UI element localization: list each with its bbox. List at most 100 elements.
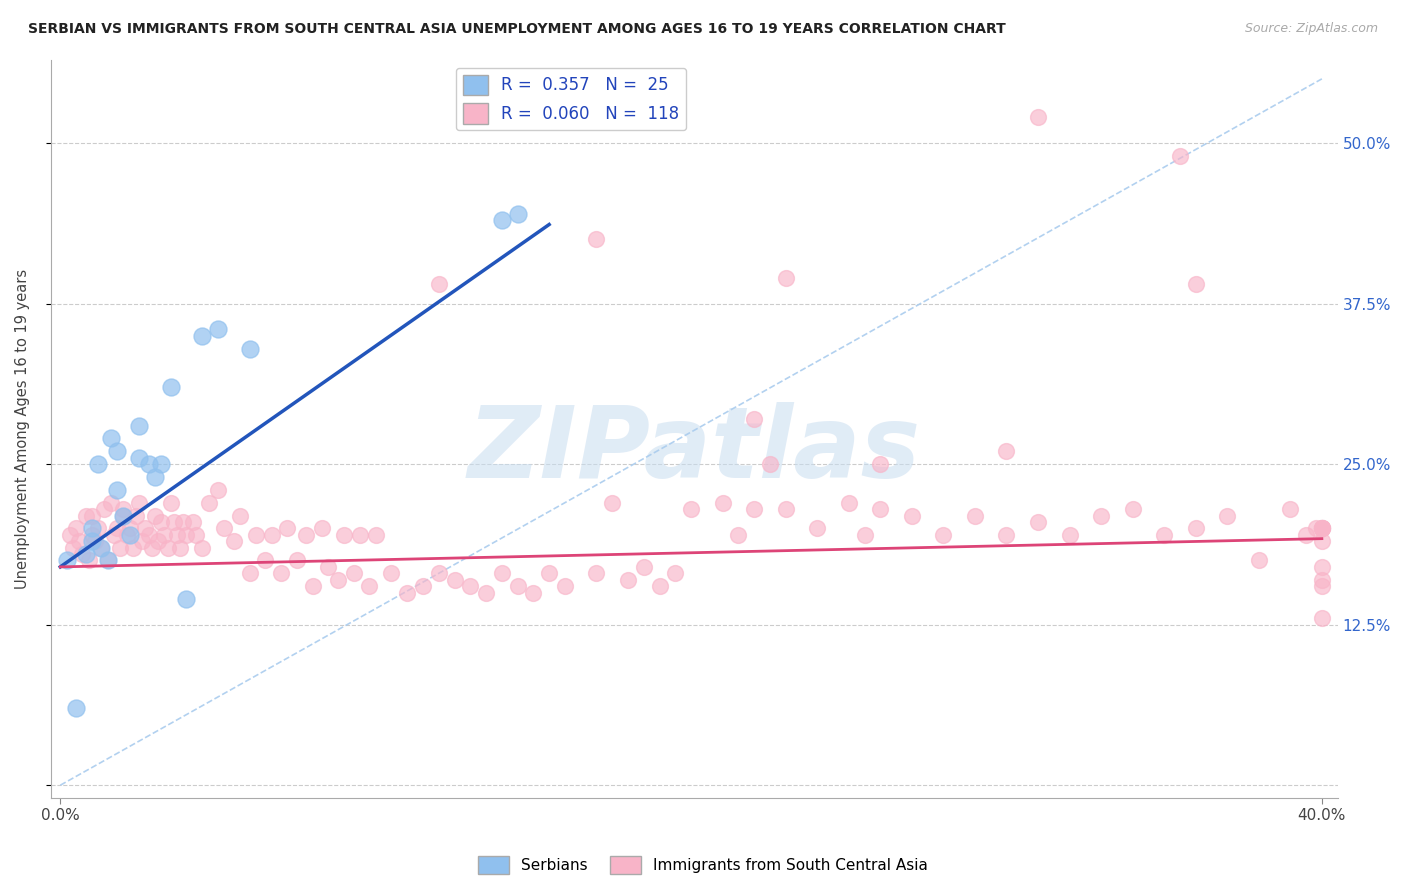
Point bbox=[443, 573, 465, 587]
Point bbox=[742, 412, 765, 426]
Point bbox=[105, 521, 128, 535]
Point bbox=[163, 515, 186, 529]
Point bbox=[285, 553, 308, 567]
Legend: Serbians, Immigrants from South Central Asia: Serbians, Immigrants from South Central … bbox=[472, 850, 934, 880]
Point bbox=[775, 502, 797, 516]
Point bbox=[153, 528, 176, 542]
Point bbox=[80, 534, 103, 549]
Point bbox=[617, 573, 640, 587]
Point bbox=[585, 566, 607, 581]
Point bbox=[1310, 579, 1333, 593]
Point bbox=[100, 496, 122, 510]
Point bbox=[84, 534, 107, 549]
Point bbox=[1122, 502, 1144, 516]
Point bbox=[458, 579, 481, 593]
Point bbox=[191, 541, 214, 555]
Point bbox=[166, 528, 188, 542]
Point bbox=[176, 528, 198, 542]
Point bbox=[100, 432, 122, 446]
Point bbox=[115, 528, 138, 542]
Point bbox=[995, 528, 1018, 542]
Point bbox=[214, 521, 236, 535]
Point bbox=[176, 592, 198, 607]
Point bbox=[1310, 560, 1333, 574]
Point bbox=[90, 541, 112, 555]
Point bbox=[1310, 573, 1333, 587]
Point bbox=[128, 496, 150, 510]
Point bbox=[1305, 521, 1327, 535]
Point bbox=[326, 573, 349, 587]
Point bbox=[103, 528, 125, 542]
Point bbox=[181, 515, 204, 529]
Point bbox=[491, 566, 513, 581]
Point bbox=[995, 444, 1018, 458]
Text: Source: ZipAtlas.com: Source: ZipAtlas.com bbox=[1244, 22, 1378, 36]
Point bbox=[853, 528, 876, 542]
Point bbox=[1310, 534, 1333, 549]
Point bbox=[427, 566, 450, 581]
Point bbox=[128, 450, 150, 465]
Point bbox=[143, 470, 166, 484]
Point bbox=[742, 502, 765, 516]
Point bbox=[67, 534, 90, 549]
Point bbox=[110, 541, 132, 555]
Point bbox=[134, 521, 156, 535]
Point bbox=[80, 508, 103, 523]
Point bbox=[150, 457, 173, 471]
Point bbox=[1026, 515, 1049, 529]
Point bbox=[112, 502, 135, 516]
Point bbox=[97, 553, 120, 567]
Point bbox=[506, 579, 529, 593]
Point bbox=[59, 528, 82, 542]
Point bbox=[146, 534, 169, 549]
Point bbox=[359, 579, 381, 593]
Point bbox=[254, 553, 277, 567]
Point bbox=[343, 566, 366, 581]
Point bbox=[1247, 553, 1270, 567]
Point bbox=[62, 541, 84, 555]
Point bbox=[475, 585, 498, 599]
Point bbox=[55, 553, 77, 567]
Point bbox=[90, 541, 112, 555]
Point bbox=[260, 528, 283, 542]
Point bbox=[932, 528, 955, 542]
Point bbox=[207, 322, 229, 336]
Point bbox=[245, 528, 267, 542]
Point bbox=[1026, 111, 1049, 125]
Point bbox=[1310, 521, 1333, 535]
Point bbox=[207, 483, 229, 497]
Point bbox=[238, 566, 260, 581]
Point bbox=[506, 207, 529, 221]
Point bbox=[869, 457, 891, 471]
Point bbox=[229, 508, 252, 523]
Point bbox=[118, 521, 141, 535]
Point bbox=[1279, 502, 1302, 516]
Point bbox=[276, 521, 298, 535]
Point bbox=[75, 547, 97, 561]
Point bbox=[311, 521, 333, 535]
Point bbox=[364, 528, 387, 542]
Text: SERBIAN VS IMMIGRANTS FROM SOUTH CENTRAL ASIA UNEMPLOYMENT AMONG AGES 16 TO 19 Y: SERBIAN VS IMMIGRANTS FROM SOUTH CENTRAL… bbox=[28, 22, 1005, 37]
Text: ZIPatlas: ZIPatlas bbox=[468, 402, 921, 500]
Legend: R =  0.357   N =  25, R =  0.060   N =  118: R = 0.357 N = 25, R = 0.060 N = 118 bbox=[456, 68, 686, 130]
Point bbox=[105, 483, 128, 497]
Point bbox=[138, 528, 160, 542]
Point bbox=[1184, 521, 1206, 535]
Point bbox=[97, 553, 120, 567]
Point bbox=[1310, 521, 1333, 535]
Point bbox=[1295, 528, 1317, 542]
Point bbox=[318, 560, 340, 574]
Point bbox=[522, 585, 544, 599]
Point bbox=[1090, 508, 1112, 523]
Point bbox=[759, 457, 782, 471]
Point bbox=[169, 541, 191, 555]
Point bbox=[427, 277, 450, 292]
Point bbox=[664, 566, 686, 581]
Point bbox=[775, 271, 797, 285]
Point bbox=[65, 521, 87, 535]
Point bbox=[93, 502, 115, 516]
Point bbox=[112, 508, 135, 523]
Point bbox=[1310, 521, 1333, 535]
Point bbox=[87, 521, 110, 535]
Point bbox=[554, 579, 576, 593]
